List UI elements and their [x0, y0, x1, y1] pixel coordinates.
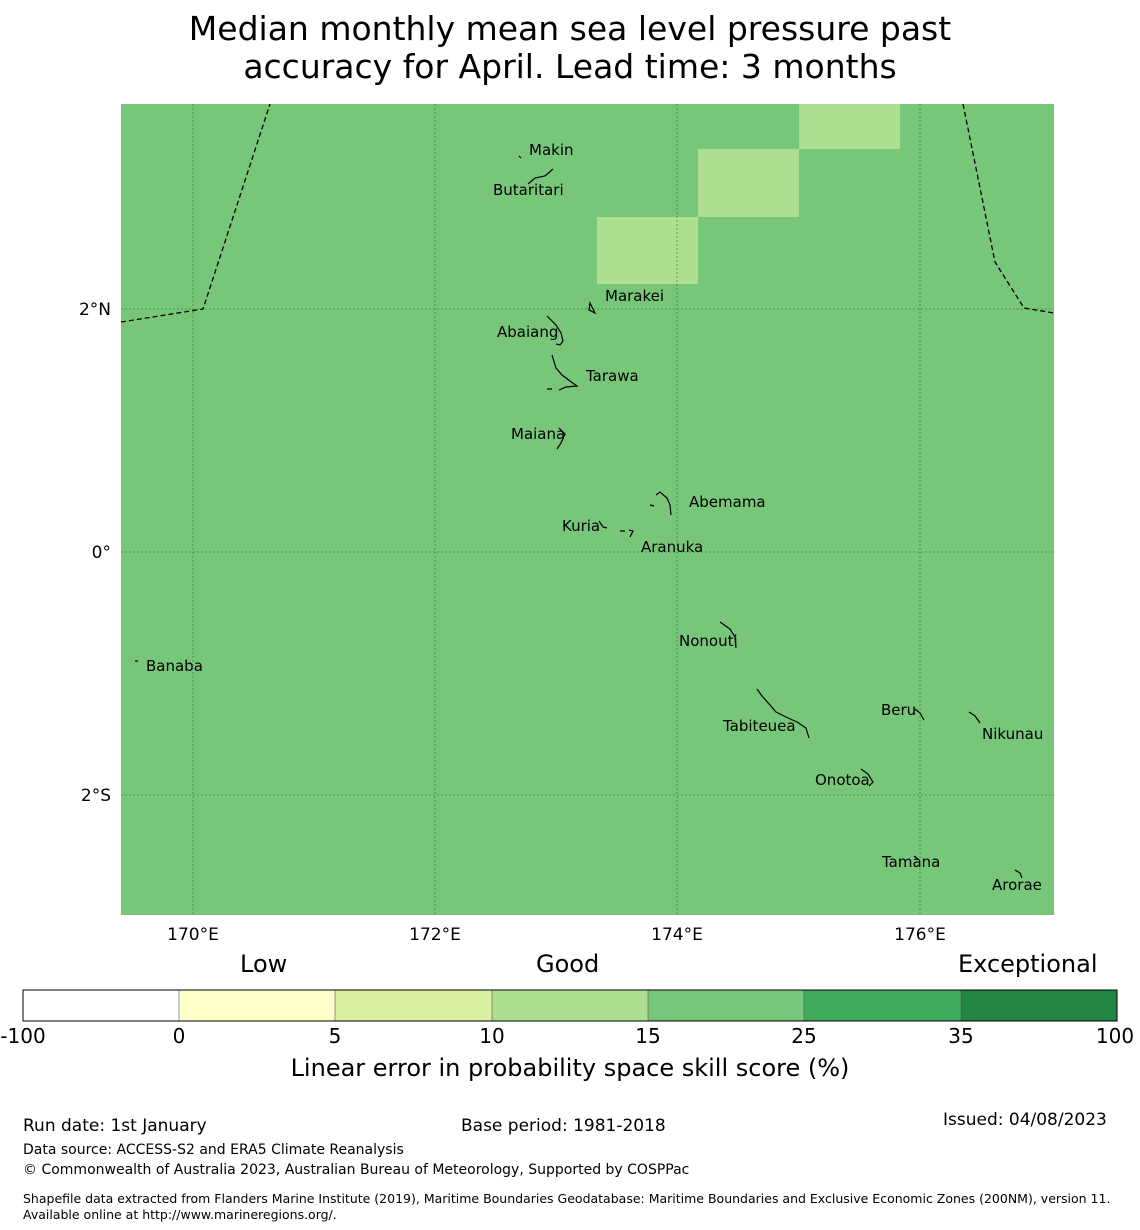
island-abemama-islet [649, 504, 655, 507]
colorbar-segment-1 [23, 990, 179, 1021]
colorbar-segment-7 [961, 990, 1117, 1021]
eez-boundary-west [120, 103, 271, 323]
colorbar-tick: 5 [328, 1024, 342, 1048]
colorbar [22, 989, 1118, 1022]
island-arorae-shape [1014, 869, 1023, 879]
island-label-aranuka: Aranuka [641, 538, 703, 556]
colorbar-tick: 10 [479, 1024, 505, 1048]
colorbar-tick: 25 [791, 1024, 817, 1048]
colorbar-segment-3 [335, 990, 492, 1021]
island-kuria-shape [598, 520, 608, 529]
island-nikunau-shape [968, 711, 981, 724]
island-label-abaiang: Abaiang [497, 323, 558, 341]
island-onotoa-shape [860, 768, 874, 787]
island-abaiang-shape [546, 315, 564, 346]
colorbar-segment-4 [492, 990, 648, 1021]
chart-title: Median monthly mean sea level pressure p… [0, 10, 1140, 86]
island-maiana-shape [556, 427, 566, 450]
skill-cell-high [597, 217, 698, 284]
island-tabiteuea-shape [756, 688, 810, 739]
colorbar-title: Linear error in probability space skill … [290, 1054, 850, 1082]
island-label-nikunau: Nikunau [982, 725, 1043, 743]
lon-tick-172e: 172°E [409, 925, 461, 945]
island-label-tabiteuea: Tabiteuea [722, 717, 796, 735]
island-label-butaritari: Butaritari [493, 181, 564, 199]
island-abemama-shape [655, 491, 672, 516]
skill-cell-high [799, 104, 900, 149]
eez-boundary-east [962, 103, 1055, 314]
island-beru-shape [914, 708, 925, 721]
run-date: Run date: 1st January [23, 1116, 207, 1136]
base-period: Base period: 1981-2018 [461, 1116, 666, 1136]
island-label-tamana: Tamana [881, 853, 940, 871]
island-aranuka-shape [620, 529, 634, 538]
island-makin-shape [518, 155, 522, 159]
island-label-arorae: Arorae [992, 876, 1042, 894]
colorbar-tick: -100 [0, 1024, 46, 1048]
island-tamana-shape [913, 855, 919, 860]
eez-boundaries [120, 103, 1055, 323]
island-label-nonouti: Nonouti [679, 632, 738, 650]
lon-tick-176e: 176°E [894, 925, 946, 945]
island-label-abemama: Abemama [689, 493, 766, 511]
title-line-2: accuracy for April. Lead time: 3 months [243, 47, 897, 86]
issued-date: Issued: 04/08/2023 [943, 1110, 1107, 1130]
island-label-tarawa: Tarawa [585, 367, 639, 385]
colorbar-tick: 100 [1095, 1024, 1135, 1048]
lon-tick-170e: 170°E [167, 925, 219, 945]
skill-cell-high [698, 149, 799, 217]
island-marakei-shape [588, 301, 597, 315]
colorbar-frame [22, 989, 1118, 1022]
colorbar-category-good: Good [536, 950, 600, 978]
island-nonouti-shape [719, 621, 737, 649]
shapefile-credit: Shapefile data extracted from Flanders M… [23, 1191, 1111, 1222]
colorbar-tick: 0 [172, 1024, 186, 1048]
island-label-kuria: Kuria [562, 517, 600, 535]
colorbar-tick: 15 [635, 1024, 661, 1048]
island-label-banaba: Banaba [146, 657, 203, 675]
island-outlines [135, 155, 1023, 879]
colorbar-category-low: Low [240, 950, 288, 978]
island-tarawa-shape [551, 354, 579, 391]
island-label-makin: Makin [529, 141, 574, 159]
colorbar-category-exceptional: Exceptional [958, 950, 1098, 978]
island-label-beru: Beru [881, 701, 916, 719]
lat-tick-0: 0° [92, 543, 111, 563]
lon-tick-174e: 174°E [651, 925, 703, 945]
colorbar-segment-2 [179, 990, 335, 1021]
copyright: © Commonwealth of Australia 2023, Austra… [23, 1162, 690, 1178]
island-butaritari-shape [527, 168, 554, 185]
colorbar-segment-6 [804, 990, 961, 1021]
island-label-marakei: Marakei [605, 287, 664, 305]
lat-tick-2n: 2°N [79, 300, 111, 320]
map-background [121, 104, 1054, 915]
island-label-maiana: Maiana [511, 425, 565, 443]
island-label-onotoa: Onotoa [815, 771, 870, 789]
colorbar-tick: 35 [948, 1024, 974, 1048]
lat-tick-2s: 2°S [81, 786, 111, 806]
title-line-1: Median monthly mean sea level pressure p… [188, 9, 952, 48]
gridlines [121, 104, 1054, 915]
colorbar-segment-5 [648, 990, 804, 1021]
data-source: Data source: ACCESS-S2 and ERA5 Climate … [23, 1142, 404, 1158]
